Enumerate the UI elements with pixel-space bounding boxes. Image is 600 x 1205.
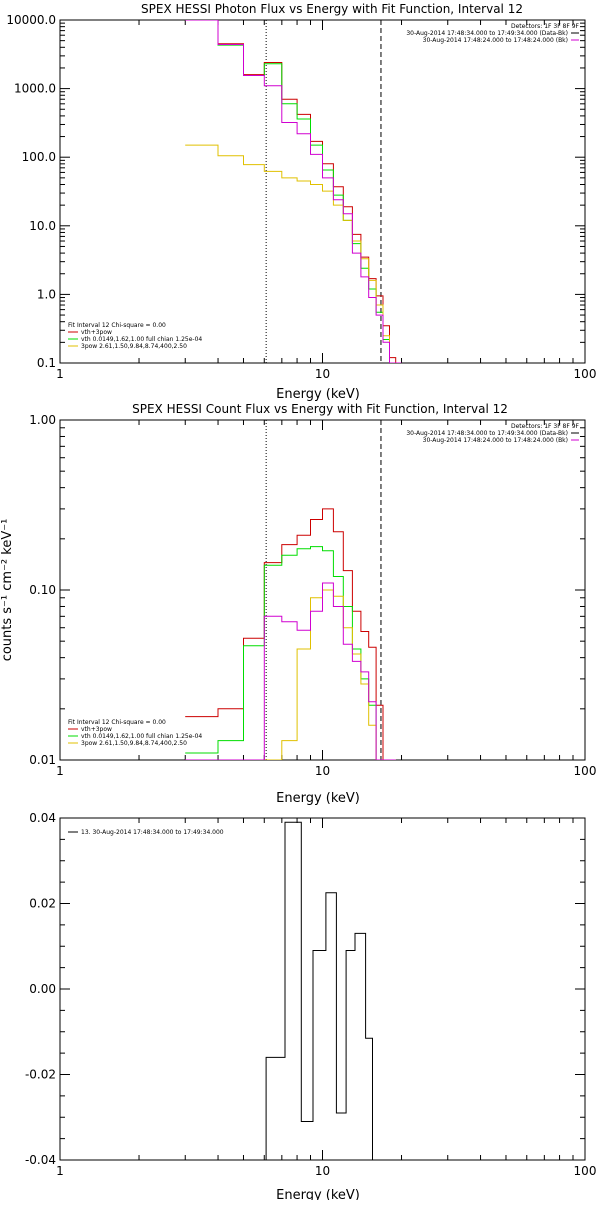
count-legend-item: vth 0.0149,1.62,1.00 full chian 1.25e-04 (81, 733, 202, 740)
resid-y-tick-label: -0.02 (25, 1068, 56, 1082)
resid-x-tick-label: 100 (574, 1164, 597, 1178)
count-y-tick-label: 0.10 (29, 583, 56, 597)
resid-y-tick-label: 0.02 (29, 897, 56, 911)
resid-x-tick-label: 10 (315, 1164, 330, 1178)
photon-interval-label: 30-Aug-2014 17:48:34.000 to 17:49:34.000… (406, 30, 568, 37)
photon-y-tick-label: 0.1 (37, 356, 56, 370)
count-detectors-label: Detectors: 1F 3F 8F 9F (511, 423, 580, 430)
resid-y-tick-label: 0.00 (29, 982, 56, 996)
count-x-tick-label: 100 (574, 764, 597, 778)
photon-series-3-histogram (185, 20, 402, 363)
count-flux-panel: SPEX HESSI Count Flux vs Energy with Fit… (0, 402, 596, 806)
resid-legend-item: 13. 30-Aug-2014 17:48:34.000 to 17:49:34… (81, 829, 224, 836)
photon-y-tick-label: 10.0 (29, 219, 56, 233)
count-x-tick-label: 10 (315, 764, 330, 778)
count-legend-header: Fit Interval 12 Chi-square = 0.00 (68, 719, 166, 726)
resid-y-tick-label: -0.04 (25, 1153, 56, 1167)
photon-flux-title: SPEX HESSI Photon Flux vs Energy with Fi… (141, 2, 523, 16)
photon-flux-xlabel: Energy (keV) (276, 387, 360, 402)
count-series-1-histogram (185, 546, 396, 760)
photon-y-tick-label: 10000.0 (6, 13, 56, 27)
resid-series-0-histogram (265, 821, 381, 1160)
count-x-tick-label: 1 (56, 764, 64, 778)
photon-detectors-label: Detectors: 1F 3F 8F 9F (511, 23, 580, 30)
count-legend-item: 3pow 2.61,1.50,9.84,8.74,400,2.50 (81, 740, 187, 747)
photon-interval-label: 30-Aug-2014 17:48:24.000 to 17:48:24.000… (423, 37, 568, 44)
count-interval-label: 30-Aug-2014 17:48:24.000 to 17:48:24.000… (423, 437, 568, 444)
resid-y-tick-label: 0.04 (29, 811, 56, 825)
photon-legend-item: vth+3pow (81, 329, 112, 336)
photon-x-tick-label: 100 (574, 367, 597, 381)
photon-y-tick-label: 1.0 (37, 287, 56, 301)
residuals-panel: Energy (keV) 1 10 100 0.04 0.02 0.00 -0.02 -0.0… (25, 811, 597, 1203)
photon-flux-panel: SPEX HESSI Photon Flux vs Energy with Fi… (6, 2, 596, 402)
count-y-tick-label: 0.01 (29, 753, 56, 767)
photon-x-tick-label: 1 (56, 367, 64, 381)
photon-y-tick-label: 1000.0 (14, 82, 56, 96)
count-legend-item: vth+3pow (81, 726, 112, 733)
photon-legend-item: vth 0.0149,1.62,1.00 full chian 1.25e-04 (81, 336, 202, 343)
photon-series-2-histogram (185, 144, 402, 363)
photon-legend-item: 3pow 2.61,1.50,9.84,8.74,400,2.50 (81, 343, 187, 350)
photon-x-tick-label: 10 (315, 367, 330, 381)
resid-x-tick-label: 1 (56, 1164, 64, 1178)
photon-y-tick-label: 100.0 (22, 150, 56, 164)
count-flux-ylabel: counts s⁻¹ cm⁻² keV⁻¹ (0, 519, 15, 662)
count-y-tick-label: 1.00 (29, 413, 56, 427)
count-interval-label: 30-Aug-2014 17:48:34.000 to 17:49:34.000… (406, 430, 568, 437)
photon-legend-header: Fit Interval 12 Chi-square = 0.00 (68, 322, 166, 329)
count-flux-xlabel: Energy (keV) (276, 791, 360, 806)
count-flux-title: SPEX HESSI Count Flux vs Energy with Fit… (132, 402, 508, 416)
residuals-xlabel: Energy (keV) (276, 1188, 360, 1200)
count-series-3-histogram (185, 582, 396, 760)
